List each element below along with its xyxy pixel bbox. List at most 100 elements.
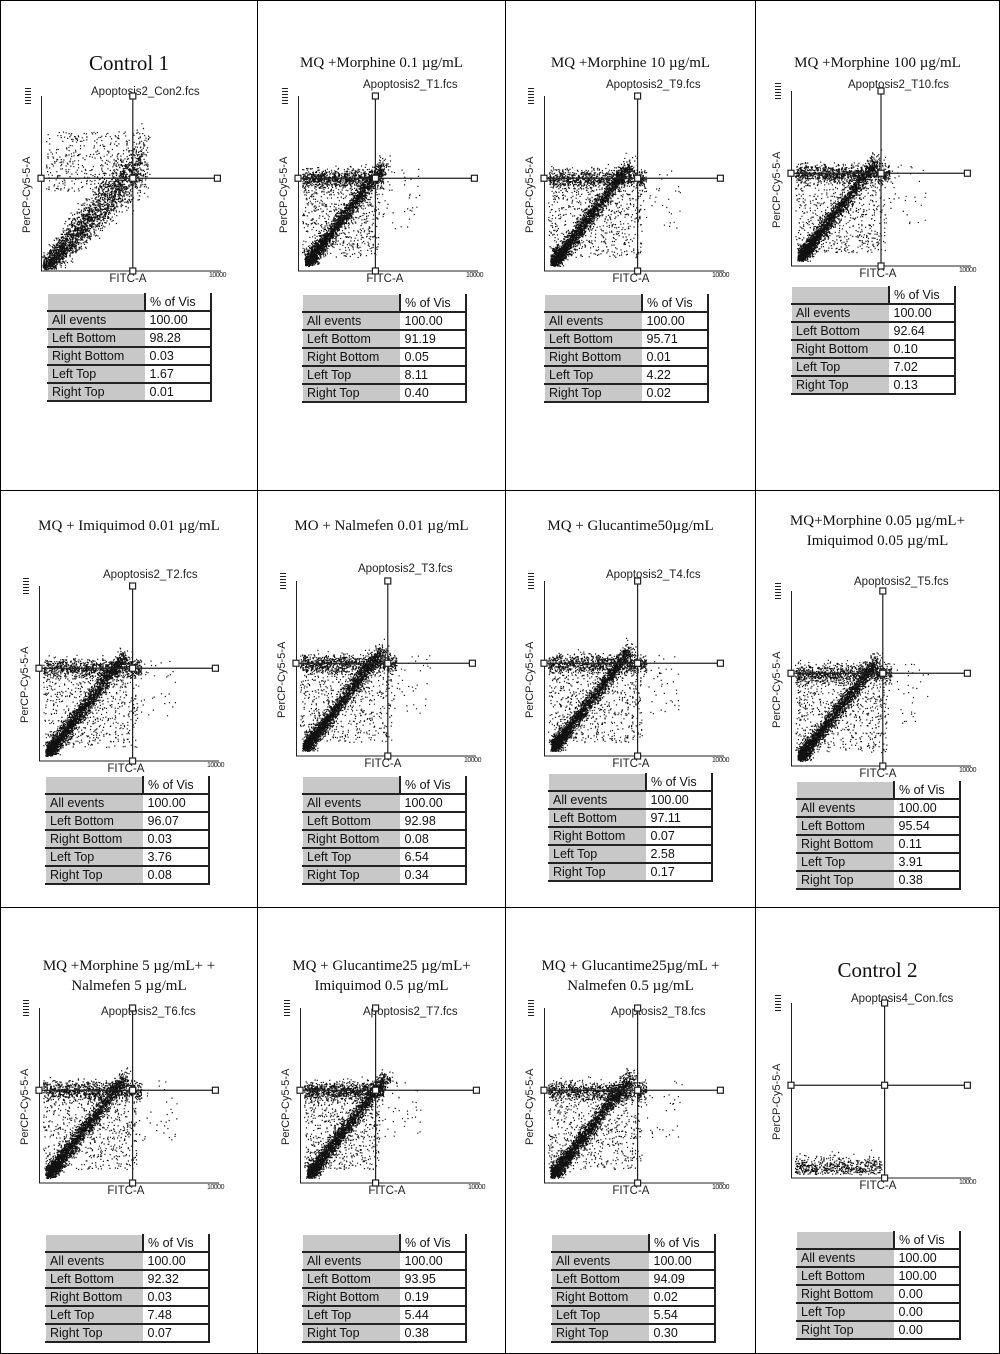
quadrant-gate-lines xyxy=(39,1008,216,1183)
scatter-plot xyxy=(540,577,724,760)
gate-handle[interactable] xyxy=(633,577,642,585)
gate-handle[interactable] xyxy=(879,587,887,595)
event-dot-cloud xyxy=(304,1069,422,1179)
quadrant-gate-lines xyxy=(791,1003,968,1178)
gate-handle[interactable] xyxy=(963,669,971,677)
gate-handle[interactable] xyxy=(37,174,45,182)
table-row: Left Bottom 92.98 xyxy=(302,811,467,831)
gate-handle[interactable] xyxy=(787,169,795,177)
row-value: 100.00 xyxy=(144,310,212,330)
gate-handle[interactable] xyxy=(213,174,221,182)
table-row: Left Bottom 95.54 xyxy=(796,816,961,836)
gate-handle[interactable] xyxy=(540,1086,548,1094)
gate-handle[interactable] xyxy=(384,577,392,585)
gate-handle[interactable] xyxy=(371,267,380,275)
fcs-filename: Apoptosis4_Con.fcs xyxy=(851,993,954,1005)
gate-handle[interactable] xyxy=(716,174,724,182)
gate-handle[interactable] xyxy=(880,1174,889,1182)
gate-handle[interactable] xyxy=(371,174,380,182)
gate-handle[interactable] xyxy=(129,267,137,275)
event-dot-cloud xyxy=(42,123,151,271)
row-label: Left Top xyxy=(302,1305,401,1325)
gate-handle[interactable] xyxy=(294,174,302,182)
gate-handle[interactable] xyxy=(633,174,642,182)
quadrant-stats-table: % of Vis All events 100.00 Left Bottom 92.32… xyxy=(45,1234,210,1343)
gate-handle[interactable] xyxy=(472,1086,480,1094)
gate-handle[interactable] xyxy=(963,1081,971,1089)
gate-handle[interactable] xyxy=(787,669,795,677)
gate-handle[interactable] xyxy=(371,92,380,100)
gate-handle[interactable] xyxy=(470,174,478,182)
panel-5: MQ + Imiquimod 0.01 µg/mL Apoptosis2_T2.f… xyxy=(0,490,258,908)
gate-handle[interactable] xyxy=(716,659,724,667)
y-axis-max-tick xyxy=(775,83,781,99)
gate-handle[interactable] xyxy=(384,752,392,760)
gate-handle[interactable] xyxy=(633,267,642,275)
gate-handle[interactable] xyxy=(129,92,137,100)
gate-handle[interactable] xyxy=(879,762,887,770)
row-value: 0.01 xyxy=(144,382,212,402)
row-label: Right Bottom xyxy=(796,834,895,854)
quadrant-stats-table: % of Vis All events 100.00 Left Bottom 96.07… xyxy=(45,776,210,885)
gate-handle[interactable] xyxy=(787,1081,795,1089)
y-axis-label: PerCP-Cy5-5-A xyxy=(280,1068,292,1145)
gate-handle[interactable] xyxy=(384,659,392,667)
x-axis-max-tick: 10000 xyxy=(712,1184,729,1191)
gate-handle[interactable] xyxy=(963,169,971,177)
gate-handle[interactable] xyxy=(292,659,300,667)
gate-handle[interactable] xyxy=(128,582,137,590)
gate-handle[interactable] xyxy=(540,659,548,667)
panel-12: Control 2 Apoptosis4_Con.fcs PerCP-Cy5-5-A… xyxy=(755,907,1000,1354)
gate-handle[interactable] xyxy=(211,664,219,672)
table-row: Left Top 3.91 xyxy=(796,852,961,872)
table-header-blank xyxy=(544,294,643,313)
panel-title-line: MQ +Morphine 100 µg/mL xyxy=(794,55,961,71)
y-axis-label: PerCP-Cy5-5-A xyxy=(524,1068,536,1145)
gate-handle[interactable] xyxy=(128,1086,137,1094)
fcs-filename: Apoptosis2_T7.fcs xyxy=(363,1006,458,1018)
row-value: 0.02 xyxy=(648,1287,716,1307)
panel-title-line: MQ + Imiquimod 0.01 µg/mL xyxy=(38,518,220,534)
row-label: Left Top xyxy=(544,365,643,385)
gate-handle[interactable] xyxy=(129,174,137,182)
gate-handle[interactable] xyxy=(633,752,642,760)
x-axis-max-tick: 10000 xyxy=(959,1179,976,1186)
x-axis-label: FITC-A xyxy=(859,768,897,780)
gate-handle[interactable] xyxy=(877,169,885,177)
gate-handle[interactable] xyxy=(633,1179,642,1187)
x-axis-max-tick: 10000 xyxy=(468,1184,485,1191)
gate-handle[interactable] xyxy=(371,1086,380,1094)
gate-handle[interactable] xyxy=(633,1004,642,1012)
event-dots xyxy=(302,155,421,267)
gate-handle[interactable] xyxy=(468,659,476,667)
gate-handle[interactable] xyxy=(35,664,43,672)
row-label: All events xyxy=(302,311,401,331)
gate-handle[interactable] xyxy=(296,1086,304,1094)
gate-handle[interactable] xyxy=(877,262,885,270)
gate-handle[interactable] xyxy=(716,1086,724,1094)
gate-handle[interactable] xyxy=(35,1086,43,1094)
gate-handle[interactable] xyxy=(128,1004,137,1012)
gate-handle[interactable] xyxy=(540,174,548,182)
gate-handle[interactable] xyxy=(128,1179,137,1187)
y-axis-max-tick xyxy=(528,1000,534,1016)
row-label: All events xyxy=(791,303,890,323)
gate-handle[interactable] xyxy=(633,1086,642,1094)
gate-handle[interactable] xyxy=(879,669,887,677)
gate-handle[interactable] xyxy=(128,664,137,672)
row-value: 0.00 xyxy=(893,1284,961,1304)
gate-handle[interactable] xyxy=(128,757,137,765)
row-value: 0.30 xyxy=(648,1323,716,1343)
gate-handle[interactable] xyxy=(371,1179,380,1187)
table-row: Left Top 7.02 xyxy=(791,357,956,377)
gate-handle[interactable] xyxy=(211,1086,219,1094)
gate-handle[interactable] xyxy=(877,87,885,95)
gate-handle[interactable] xyxy=(633,659,642,667)
gate-handle[interactable] xyxy=(880,999,889,1007)
gate-handle[interactable] xyxy=(371,1004,380,1012)
row-label: Right Top xyxy=(47,382,146,402)
gate-handle[interactable] xyxy=(880,1081,889,1089)
gate-handle[interactable] xyxy=(633,92,642,100)
panel-title-line: MQ + Glucantime50µg/mL xyxy=(547,518,714,534)
row-value: 0.00 xyxy=(893,1302,961,1322)
